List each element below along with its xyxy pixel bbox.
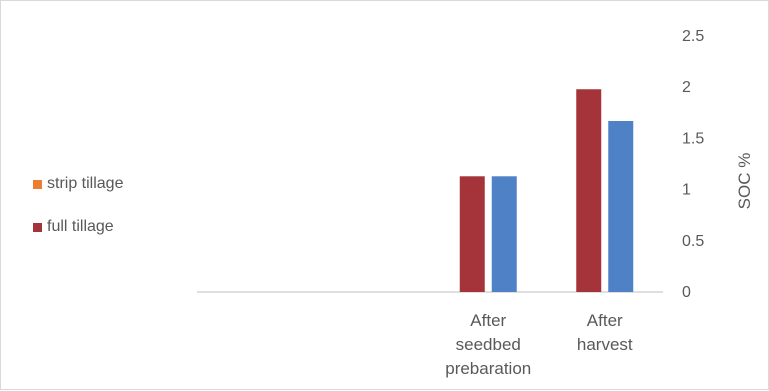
bar-series-2-cat-3 — [608, 120, 634, 292]
x-category-label-line: seedbed — [456, 335, 521, 354]
bar-series-2-cat-2 — [491, 176, 517, 292]
x-category-label-line: After — [470, 311, 506, 330]
y-tick-label: 1 — [682, 182, 691, 199]
bar-full-tillage-cat-2 — [459, 176, 485, 292]
bar-full-tillage-cat-3 — [576, 89, 602, 292]
y-tick-label: 2 — [682, 79, 691, 96]
legend-label-full-tillage: full tillage — [47, 218, 114, 235]
x-category-label: After harvest — [577, 311, 633, 354]
x-category-label-line: harvest — [577, 335, 633, 354]
y-tick-label: 2.5 — [682, 28, 704, 45]
legend-label-strip-tillage: strip tillage — [47, 175, 124, 192]
legend-item-strip-tillage: strip tillage — [33, 173, 123, 195]
legend-swatch-strip-tillage — [33, 179, 42, 189]
y-tick-label: 1.5 — [682, 130, 704, 147]
legend: strip tillage full tillage — [33, 173, 123, 259]
y-axis-title: SOC % — [735, 153, 754, 210]
legend-item-full-tillage: full tillage — [33, 216, 123, 238]
bars-group — [459, 89, 634, 292]
y-tick-label: 0.5 — [682, 233, 704, 250]
legend-swatch-full-tillage — [33, 222, 42, 232]
x-category-label-line: prebaration — [445, 359, 531, 378]
x-category-labels: After seedbed prebaration After harvest — [445, 311, 633, 378]
x-category-label-line: After — [587, 311, 623, 330]
y-tick-label: 0 — [682, 284, 691, 301]
y-ticks-group: 0 0.5 1 1.5 2 2.5 — [682, 28, 704, 301]
x-category-label: After seedbed prebaration — [445, 311, 531, 378]
